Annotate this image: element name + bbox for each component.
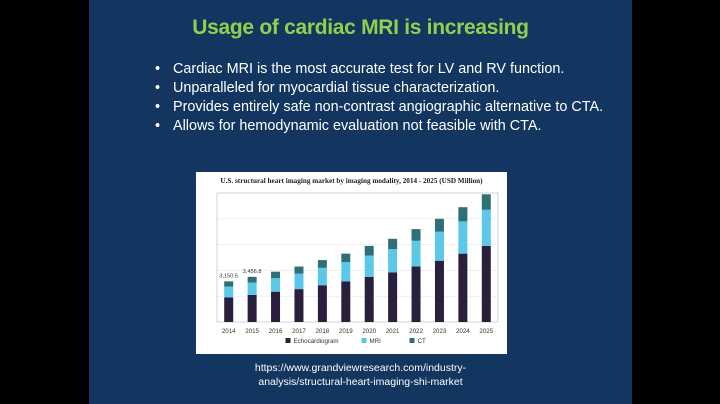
x-tick-label: 2021 <box>386 328 400 335</box>
bar-segment-ct <box>388 238 398 250</box>
bar-segment-echocardiogram <box>341 281 351 322</box>
legend-swatch <box>285 338 291 343</box>
bullet-dot: • <box>155 61 161 77</box>
x-tick-label: 2014 <box>222 328 236 335</box>
bullet-dot: • <box>155 99 161 115</box>
bar-segment-mri <box>411 240 421 267</box>
bar-segment-mri <box>341 262 351 282</box>
x-tick-label: 2025 <box>479 328 493 335</box>
data-label: 3,150.5 <box>219 273 238 279</box>
bullet-dot: • <box>155 118 161 134</box>
bar-segment-mri <box>388 249 398 273</box>
legend-label: Echocardiogram <box>294 338 339 345</box>
bullet-text: Unparalleled for myocardial tissue chara… <box>173 80 500 96</box>
bar-segment-ct <box>317 260 327 268</box>
bullet-text: Cardiac MRI is the most accurate test fo… <box>173 61 565 77</box>
bar-segment-mri <box>271 278 281 292</box>
bullet-item: • Unparalleled for myocardial tissue cha… <box>155 79 615 98</box>
bar-segment-ct <box>341 253 351 263</box>
chart-panel: U.S. structural heart imaging market by … <box>196 172 507 354</box>
stacked-bar-chart: 2014 3,150.5 2015 3,456.8 2016 2017 2018 2019 20… <box>216 192 499 345</box>
bar-segment-echocardiogram <box>364 276 374 322</box>
bar-segment-ct <box>458 207 468 222</box>
bullet-list: • Cardiac MRI is the most accurate test … <box>155 60 615 136</box>
x-tick-label: 2018 <box>315 328 329 335</box>
x-tick-label: 2016 <box>269 328 283 335</box>
bar-segment-echocardiogram <box>458 253 468 322</box>
bullet-text: Allows for hemodynamic evaluation not fe… <box>173 118 542 134</box>
legend-swatch <box>361 338 367 343</box>
bullet-text: Provides entirely safe non-contrast angi… <box>173 99 604 115</box>
legend-label: MRI <box>370 338 382 345</box>
bar-segment-echocardiogram <box>247 294 257 322</box>
source-link[interactable]: https://www.grandviewresearch.com/indust… <box>89 361 632 389</box>
slide: Usage of cardiac MRI is increasing • Car… <box>89 0 632 404</box>
bar-segment-mri <box>481 209 491 246</box>
bullet-item: • Allows for hemodynamic evaluation not … <box>155 117 615 136</box>
bullet-item: • Cardiac MRI is the most accurate test … <box>155 60 615 79</box>
bar-segment-ct <box>271 271 281 279</box>
bar-segment-echocardiogram <box>434 260 444 322</box>
bullet-item: • Provides entirely safe non-contrast an… <box>155 98 615 117</box>
bullet-dot: • <box>155 80 161 96</box>
data-label: 3,456.8 <box>243 269 262 275</box>
chart-title: U.S. structural heart imaging market by … <box>220 177 483 185</box>
bar-segment-echocardiogram <box>411 266 421 322</box>
bar-segment-ct <box>247 276 257 283</box>
x-tick-label: 2024 <box>456 328 470 335</box>
bar-segment-echocardiogram <box>294 289 304 322</box>
bar-segment-mri <box>294 273 304 290</box>
bar-segment-ct <box>224 281 234 287</box>
legend-swatch <box>409 338 415 343</box>
bar-segment-echocardiogram <box>481 245 491 322</box>
x-tick-label: 2019 <box>339 328 353 335</box>
source-link-line[interactable]: https://www.grandviewresearch.com/indust… <box>254 362 467 374</box>
bar-segment-mri <box>364 255 374 277</box>
bar-segment-echocardiogram <box>271 291 281 322</box>
x-tick-label: 2020 <box>362 328 376 335</box>
bar-segment-echocardiogram <box>317 285 327 322</box>
bar-segment-echocardiogram <box>388 272 398 322</box>
x-tick-label: 2023 <box>433 328 447 335</box>
plot-frame <box>216 192 499 323</box>
x-tick-label: 2022 <box>409 328 423 335</box>
bar-segment-mri <box>247 282 257 295</box>
source-link-line[interactable]: analysis/structural-heart-imaging-shi-ma… <box>258 376 463 388</box>
bar-segment-echocardiogram <box>224 297 234 322</box>
legend-label: CT <box>418 338 426 345</box>
bar-segment-mri <box>224 286 234 298</box>
bar-segment-ct <box>411 229 421 241</box>
bar-segment-mri <box>317 267 327 286</box>
bar-segment-ct <box>364 245 374 256</box>
x-tick-label: 2015 <box>245 328 259 335</box>
x-tick-label: 2017 <box>292 328 306 335</box>
bar-segment-mri <box>458 221 468 254</box>
bar-segment-ct <box>294 266 304 274</box>
bar-segment-ct <box>481 194 491 210</box>
bar-segment-mri <box>434 231 444 261</box>
bar-segment-ct <box>434 218 444 232</box>
slide-title: Usage of cardiac MRI is increasing <box>192 16 529 39</box>
